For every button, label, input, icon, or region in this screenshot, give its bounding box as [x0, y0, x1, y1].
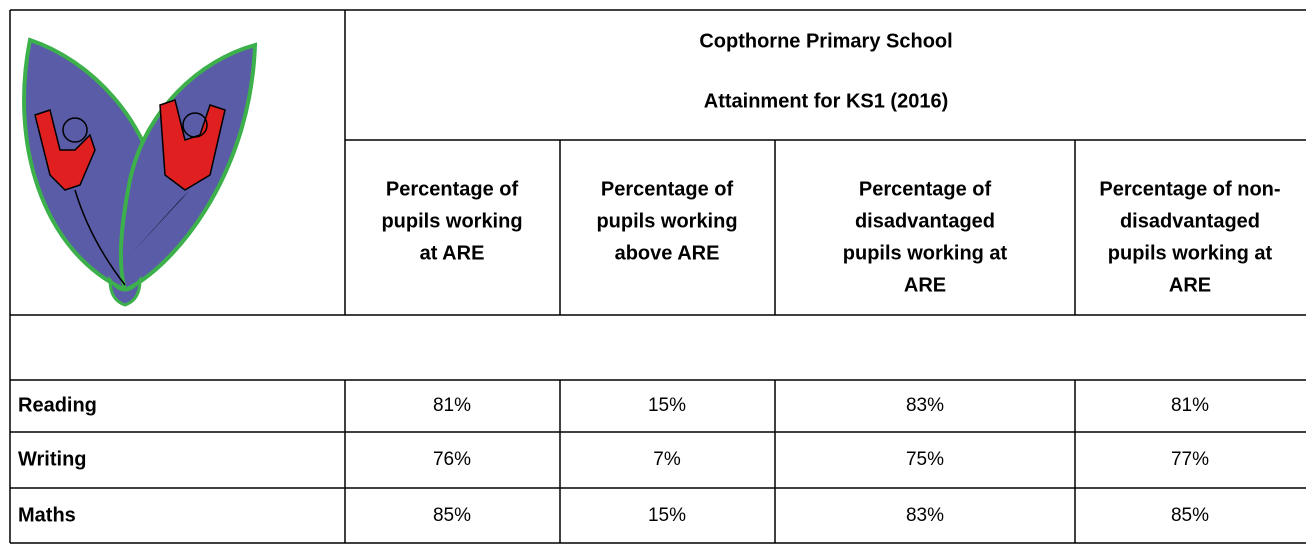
- cell-value: 77%: [1171, 449, 1209, 470]
- column-header: pupils working at: [843, 242, 1008, 264]
- cell-value: 83%: [906, 505, 944, 526]
- title-line: Copthorne Primary School: [699, 30, 952, 52]
- table-grid: [9, 9, 1306, 544]
- column-header: at ARE: [420, 242, 485, 264]
- column-header: Percentage of: [859, 178, 992, 200]
- row-label: Reading: [18, 394, 97, 416]
- cell-value: 81%: [1171, 395, 1209, 416]
- cell-value: 85%: [1171, 505, 1209, 526]
- cell-value: 75%: [906, 449, 944, 470]
- cell-value: 15%: [648, 505, 686, 526]
- row-label: Maths: [18, 504, 76, 526]
- column-header: Percentage of non-: [1099, 178, 1280, 200]
- title-line: Attainment for KS1 (2016): [704, 90, 949, 112]
- column-header: pupils working: [381, 210, 522, 232]
- cell-value: 85%: [433, 505, 471, 526]
- column-header: ARE: [904, 274, 946, 296]
- logo: [22, 37, 258, 307]
- cell-value: 15%: [648, 395, 686, 416]
- cell-value: 7%: [653, 449, 681, 470]
- row-label: Writing: [18, 448, 87, 470]
- column-header: Percentage of: [386, 178, 519, 200]
- column-header: above ARE: [615, 242, 720, 264]
- cell-value: 83%: [906, 395, 944, 416]
- column-header: pupils working at: [1108, 242, 1273, 264]
- column-header: disadvantaged: [855, 210, 995, 232]
- cell-value: 81%: [433, 395, 471, 416]
- cell-value: 76%: [433, 449, 471, 470]
- column-header: disadvantaged: [1120, 210, 1260, 232]
- column-header: pupils working: [596, 210, 737, 232]
- column-header: Percentage of: [601, 178, 734, 200]
- column-header: ARE: [1169, 274, 1211, 296]
